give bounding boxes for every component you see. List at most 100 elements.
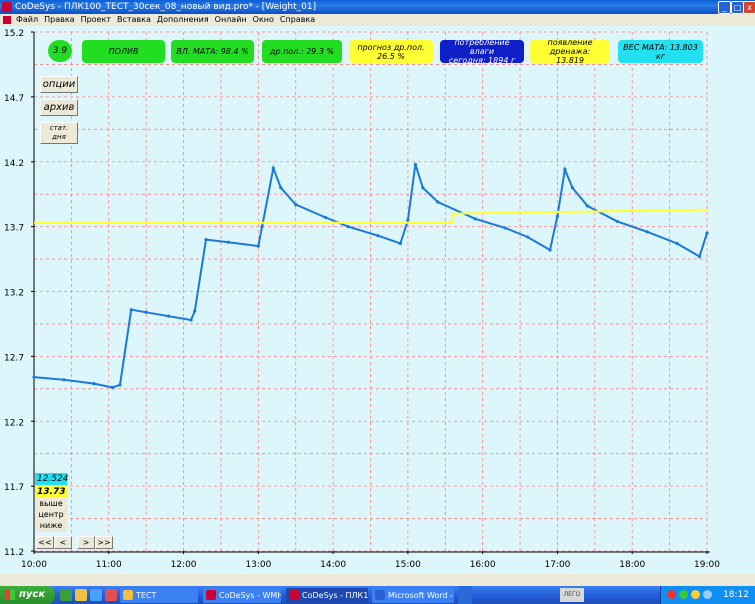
windows-flag-icon [5,590,15,600]
menu-help[interactable]: Справка [279,15,316,24]
tray-network-icon[interactable] [679,590,688,599]
zoom-up-button[interactable]: выше [39,499,63,508]
task-word[interactable]: Microsoft Word - ... [372,588,454,603]
x-tick-label: 19:00 [694,560,720,570]
scroll-left-button[interactable]: < [54,536,72,549]
x-tick-label: 17:00 [544,560,570,570]
y-tick-label: 15.2 [4,29,24,39]
y-tick-labels: 15.2 14.7 14.2 13.7 13.2 12.7 12.2 11.7 11.2 [4,29,34,558]
y-tick-label: 12.2 [4,418,24,428]
threshold-value-readout: 13.73 [35,486,67,498]
zoom-center-button[interactable]: центр [38,510,64,519]
weight-series-point [226,240,231,244]
y-tick-label: 11.2 [4,548,24,558]
weight-series-point [324,215,328,220]
x-tick-label: 13:00 [245,560,271,570]
task-codesys-plk-label: CoDeSys - ПЛК10... [302,591,368,600]
quicklaunch-desktop-icon[interactable] [60,589,72,601]
weight-series-point [294,202,298,207]
weight-series-point [167,314,171,318]
close-button[interactable]: x [743,1,755,14]
trend-chart: 15.2 14.7 14.2 13.7 13.2 12.7 12.2 11.7 11.2 10:… [4,29,720,570]
weight-series-point [271,166,275,170]
menu-project[interactable]: Проект [80,15,111,24]
start-button[interactable]: пуск [0,586,55,604]
minimize-button[interactable]: _ [718,1,731,14]
day-stats-label-line1: стат. [49,124,69,132]
weight-series-point [645,230,649,234]
scroll-far-right-button[interactable]: >> [95,536,113,549]
weight-series-point [256,244,260,248]
menu-extras[interactable]: Дополнения [156,15,209,24]
y-tick-label: 12.7 [4,353,24,363]
weight-series-point [92,382,96,386]
ves-mata-status-box: ВЕС МАТА: 13.803 кг [618,40,703,63]
menu-edit[interactable]: Правка [44,15,75,24]
weight-series-point [525,235,530,239]
scroll-far-left-button[interactable]: << [36,536,54,549]
quicklaunch-browser-icon[interactable] [90,589,102,601]
weight-series-point [376,234,380,238]
menu-window[interactable]: Окно [252,15,274,24]
chart-series [32,162,709,390]
title-bar: CoDeSys - ПЛК100_ТЕСТ_30сек_08_новый вид… [0,0,755,14]
menu-insert[interactable]: Вставка [116,15,151,24]
weight-series-point [563,167,567,172]
weight-series-point [503,226,507,230]
weight-series-point [129,308,133,312]
threshold-series-line [34,208,708,224]
codesys-icon [289,590,299,600]
weight-series-point [413,162,417,166]
weight-series-point [32,375,36,379]
folder-icon [123,590,133,600]
x-tick-label: 14:00 [320,560,346,570]
weight-series-point [473,217,477,221]
options-button[interactable]: опции [40,76,78,93]
zoom-down-button[interactable]: ниже [39,521,63,530]
system-tray: 18:12 [660,586,755,604]
drenazh-status-box: появление дренажа: 13.819 [530,38,610,65]
chart-grid [33,31,708,552]
chart-axes [33,32,710,553]
weight-series-point [675,241,679,246]
task-codesys-wmhl[interactable]: CoDeSys - WMHL... [203,588,281,603]
weight-series-point [118,383,122,387]
x-tick-label: 16:00 [470,560,496,570]
menu-file[interactable]: Файл [16,15,39,24]
quicklaunch-folder-icon[interactable] [75,589,87,601]
trend-plot-area: 15.2 14.7 14.2 13.7 13.2 12.7 12.2 11.7 11.2 10:… [0,26,755,574]
weight-series-point [189,318,193,322]
task-test[interactable]: ТЕСТ [120,588,198,603]
weight-series-point [705,231,709,235]
weight-series-point [398,241,403,246]
weight-series-point [421,186,425,190]
weight-series-point [406,218,410,222]
y-tick-label: 14.2 [4,159,24,169]
status-circle-indicator: 3.9 [48,40,72,62]
tray-shield-icon[interactable] [667,590,676,599]
cursor-value-readout: 12.524 [35,473,69,485]
start-label: пуск [19,589,46,600]
scroll-right-button[interactable]: > [77,536,95,549]
weight-series-point [436,200,440,204]
prognoz-status-box: прогноз др.пол. 26.5 % [349,40,433,63]
x-tick-label: 15:00 [395,560,421,570]
day-stats-button[interactable]: стат. дня [40,122,78,144]
menu-online[interactable]: Онлайн [214,15,247,24]
weight-series-point [279,186,283,190]
archive-button[interactable]: архив [40,99,78,116]
tray-update-icon[interactable] [703,590,712,599]
zoom-panel: выше центр ниже [35,498,67,532]
tray-volume-icon[interactable] [691,590,700,599]
codesys-app-icon [2,2,12,12]
weight-series-point [62,378,66,382]
clock: 18:12 [723,590,749,600]
task-codesys-plk[interactable]: CoDeSys - ПЛК10... [286,588,368,603]
codesys-icon [206,590,216,600]
weight-series-point [193,309,197,313]
quicklaunch-app-icon[interactable] [105,589,117,601]
poliv-status-box: ПОЛИВ [82,40,165,63]
weight-series-point [555,214,560,218]
x-tick-label: 11:00 [96,560,122,570]
weight-series-point [346,225,350,229]
